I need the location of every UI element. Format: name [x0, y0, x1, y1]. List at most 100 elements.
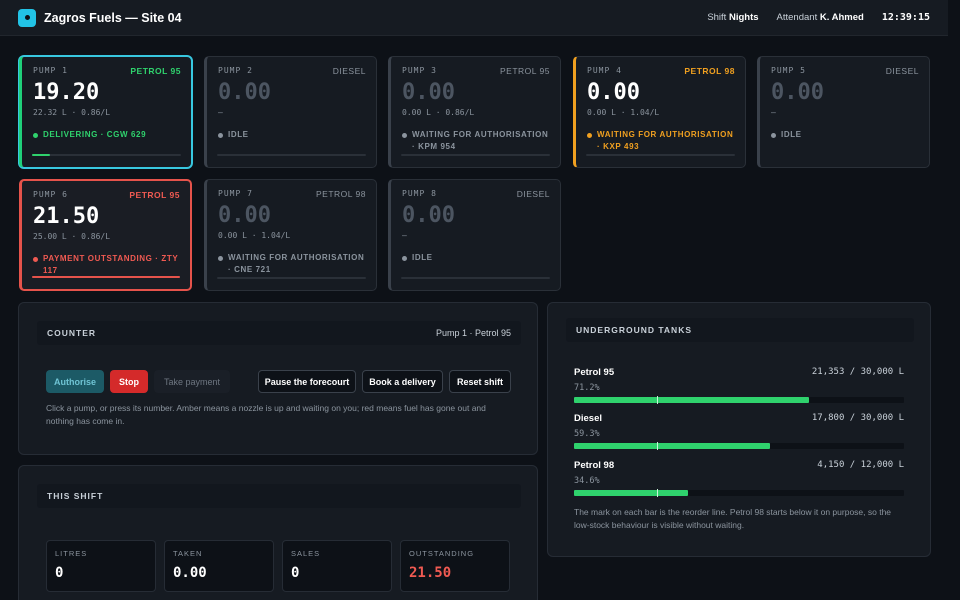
- page-scrollbar[interactable]: [948, 0, 960, 600]
- pump-card-6[interactable]: PUMP 6 PETROL 95 21.50 25.00 L · 0.86/L P…: [19, 179, 192, 291]
- pump-fuel: PETROL 98: [315, 189, 366, 199]
- tank-amount: 21,353 / 30,000 L: [811, 367, 904, 377]
- pump-amount: 21.50: [33, 204, 100, 229]
- pump-card-5[interactable]: PUMP 5 DIESEL 0.00 — IDLE: [757, 56, 930, 168]
- pump-amount: 0.00: [218, 203, 271, 228]
- pump-status: PAYMENT OUTSTANDING · ZTY 117: [33, 253, 180, 277]
- pause-forecourt-button[interactable]: Pause the forecourt: [258, 370, 356, 393]
- reset-shift-button[interactable]: Reset shift: [449, 370, 511, 393]
- tank-name: Petrol 98: [574, 460, 615, 471]
- pump-card-1[interactable]: PUMP 1 PETROL 95 19.20 22.32 L · 0.86/L D…: [19, 56, 192, 168]
- stat-litres: LITRES 0: [46, 540, 156, 592]
- authorise-button[interactable]: Authorise: [46, 370, 104, 393]
- top-bar: Zagros Fuels — Site 04 Shift Nights Atte…: [0, 0, 948, 36]
- pump-detail: —: [771, 108, 776, 117]
- tank-level-bar: [574, 489, 904, 497]
- tank-level-fill: [574, 397, 809, 403]
- pump-label: PUMP 3: [402, 66, 437, 75]
- shift-indicator: Shift Nights: [707, 12, 758, 23]
- pump-fuel: PETROL 95: [129, 190, 180, 200]
- tank-percent: 71.2%: [574, 383, 600, 393]
- stat-value: 0: [291, 565, 300, 581]
- pump-fuel: DIESEL: [332, 66, 366, 76]
- tank-level-fill: [574, 443, 770, 449]
- pump-label: PUMP 2: [218, 66, 253, 75]
- pump-status-text: WAITING FOR AUTHORISATION · KPM 954: [412, 130, 549, 151]
- pump-fuel: PETROL 95: [499, 66, 550, 76]
- stop-button[interactable]: Stop: [110, 370, 148, 393]
- counter-hint-line: Click a pump, or press its number. Amber…: [46, 403, 486, 413]
- status-dot-icon: [33, 132, 38, 138]
- counter-panel: COUNTER Pump 1 · Petrol 95 Authorise Sto…: [18, 302, 538, 455]
- status-dot-icon: [402, 132, 407, 138]
- stat-value: 0: [55, 565, 64, 581]
- pump-detail: 0.00 L · 1.04/L: [218, 231, 291, 240]
- tanks-note-line: low-stock behaviour is visible without w…: [574, 520, 745, 530]
- tank-petrol-95: Petrol 95 21,353 / 30,000 L 71.2%: [574, 367, 904, 404]
- pump-card-7[interactable]: PUMP 7 PETROL 98 0.00 0.00 L · 1.04/L WAI…: [204, 179, 377, 291]
- pump-amount: 0.00: [402, 203, 455, 228]
- fuel-drop-logo-icon: [18, 8, 36, 27]
- this-shift-header: THIS SHIFT: [37, 484, 521, 508]
- pump-detail: 0.00 L · 1.04/L: [587, 108, 660, 117]
- counter-hint-line: nothing has come in.: [46, 416, 125, 426]
- pump-status: IDLE: [771, 129, 919, 141]
- this-shift-panel: THIS SHIFT LITRES 0 TAKEN 0.00 SALES 0 O…: [18, 465, 538, 600]
- pump-detail: 25.00 L · 0.86/L: [33, 232, 111, 241]
- pump-card-8[interactable]: PUMP 8 DIESEL 0.00 — IDLE: [388, 179, 561, 291]
- tanks-title: UNDERGROUND TANKS: [576, 325, 693, 335]
- tank-name: Petrol 95: [574, 367, 615, 378]
- attendant-value: K. Ahmed: [819, 12, 864, 23]
- status-dot-icon: [402, 255, 407, 261]
- pump-fuel: DIESEL: [885, 66, 919, 76]
- pump-progress-bar: [217, 154, 366, 156]
- status-dot-icon: [587, 132, 592, 138]
- tank-amount: 17,800 / 30,000 L: [811, 413, 904, 423]
- pump-amount: 0.00: [771, 80, 824, 105]
- book-delivery-button[interactable]: Book a delivery: [362, 370, 443, 393]
- tank-name: Diesel: [574, 413, 602, 424]
- pump-progress-bar: [401, 154, 550, 156]
- pump-card-2[interactable]: PUMP 2 DIESEL 0.00 — IDLE: [204, 56, 377, 168]
- pump-progress-fill: [32, 276, 180, 278]
- pump-status: IDLE: [218, 129, 366, 141]
- tanks-panel: UNDERGROUND TANKS Petrol 95 21,353 / 30,0…: [547, 302, 931, 557]
- this-shift-title: THIS SHIFT: [47, 491, 104, 501]
- status-dot-icon: [771, 132, 776, 138]
- stat-outstanding: OUTSTANDING 21.50: [400, 540, 510, 592]
- status-dot-icon: [33, 256, 38, 262]
- pump-status: IDLE: [402, 252, 550, 264]
- pump-status: DELIVERING · CGW 629: [33, 129, 181, 141]
- header-info: Shift Nights Attendant K. Ahmed 12:39:15: [707, 12, 930, 23]
- pump-status-text: PAYMENT OUTSTANDING · ZTY 117: [43, 254, 179, 275]
- pump-label: PUMP 4: [587, 66, 622, 75]
- tanks-header: UNDERGROUND TANKS: [566, 318, 914, 342]
- stat-label: LITRES: [55, 549, 88, 558]
- take-payment-button[interactable]: Take payment: [154, 370, 230, 393]
- pump-detail: 22.32 L · 0.86/L: [33, 108, 111, 117]
- pump-status-text: IDLE: [228, 130, 249, 139]
- pump-fuel: DIESEL: [516, 189, 550, 199]
- pump-amount: 0.00: [587, 80, 640, 105]
- pump-fuel: PETROL 98: [684, 66, 735, 76]
- pump-status: WAITING FOR AUTHORISATION · KPM 954: [402, 129, 550, 153]
- stat-value: 0.00: [173, 565, 207, 581]
- pump-amount: 19.20: [33, 80, 100, 105]
- reorder-mark: [656, 489, 658, 497]
- pump-progress-bar: [401, 277, 550, 279]
- shift-label: Shift: [707, 12, 727, 23]
- pump-progress-bar: [586, 154, 735, 156]
- pump-status: WAITING FOR AUTHORISATION · CNE 721: [218, 252, 366, 276]
- tank-diesel: Diesel 17,800 / 30,000 L 59.3%: [574, 413, 904, 450]
- stat-label: OUTSTANDING: [409, 549, 475, 558]
- clock: 12:39:15: [881, 12, 930, 23]
- pump-status-text: DELIVERING · CGW 629: [43, 130, 147, 139]
- pump-card-4[interactable]: PUMP 4 PETROL 98 0.00 0.00 L · 1.04/L WAI…: [573, 56, 746, 168]
- pump-progress-bar: [32, 276, 180, 278]
- pump-label: PUMP 6: [33, 190, 68, 199]
- pump-status-text: IDLE: [412, 253, 433, 262]
- pump-progress-bar: [217, 277, 366, 279]
- tank-petrol-98: Petrol 98 4,150 / 12,000 L 34.6%: [574, 460, 904, 497]
- pump-detail: —: [402, 231, 407, 240]
- pump-card-3[interactable]: PUMP 3 PETROL 95 0.00 0.00 L · 0.86/L WAI…: [388, 56, 561, 168]
